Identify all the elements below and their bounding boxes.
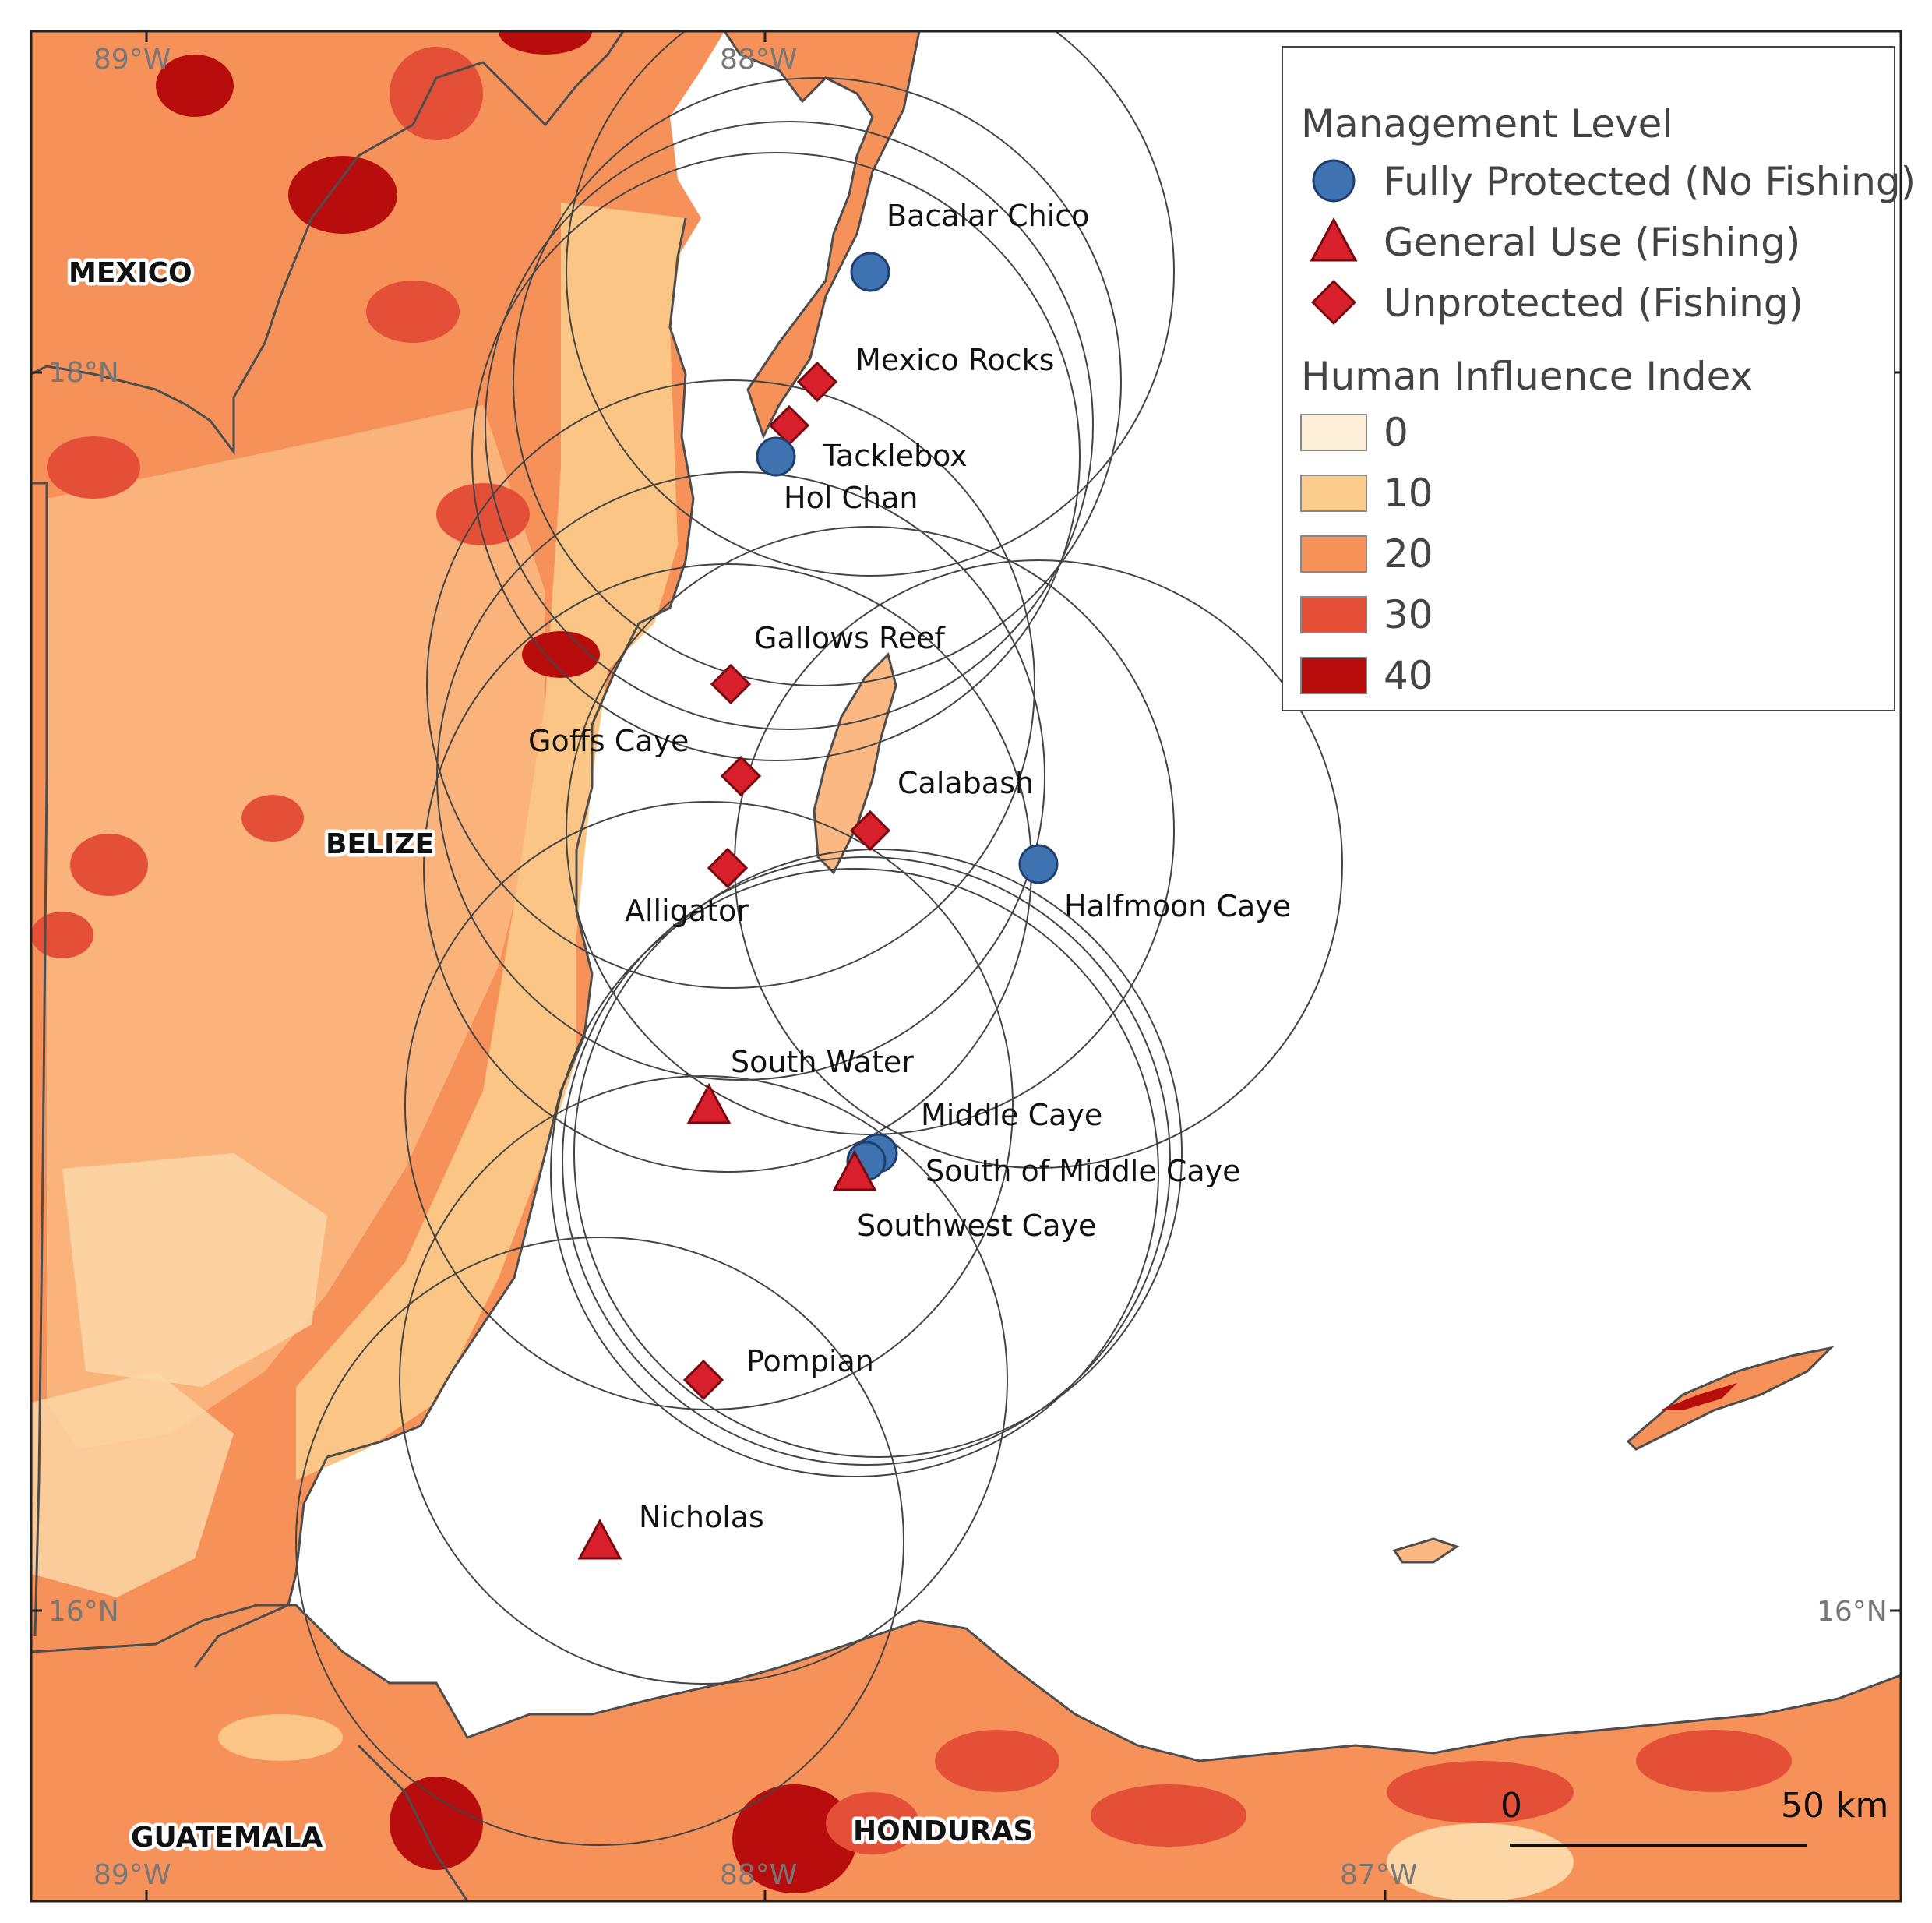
site-label-goffs-caye: Goffs Caye [528,724,689,758]
marker-pompian[interactable] [682,1359,724,1401]
marker-mexico-rocks[interactable] [796,361,838,403]
site-label-pompian: Pompian [746,1344,874,1378]
land-west [31,31,724,1901]
legend-box [1282,46,1895,711]
legend: Management Level Fully Protected (No Fis… [1282,46,1916,711]
legend-general-use-label: General Use (Fishing) [1384,220,1800,265]
legend-influence-label-20: 20 [1384,531,1433,577]
graticule-label-18n-left: 18°N [48,357,119,389]
legend-general-use-symbol [1310,217,1358,262]
site-label-tacklebox: Tacklebox [822,439,968,473]
graticule-label-88w-top: 88°W [720,44,797,76]
scale-bar-end-label: 50 km [1781,1786,1888,1826]
marker-bacalar-chico[interactable] [850,252,890,292]
site-label-southwest-caye: Southwest Caye [857,1208,1096,1243]
scale-bar: 0 50 km [1500,1786,1888,1847]
site-label-bacalar-chico: Bacalar Chico [887,199,1089,233]
marker-goffs-caye[interactable] [720,755,762,797]
country-label-mexico: MEXICO [69,257,192,289]
marker-calabash[interactable] [849,810,891,852]
site-markers [577,252,1059,1560]
site-label-halfmoon-caye: Halfmoon Caye [1064,889,1291,923]
scale-bar-start-label: 0 [1500,1786,1522,1826]
legend-influence-swatch-40 [1300,657,1367,694]
marker-nicholas[interactable] [577,1518,622,1560]
legend-influence-label-30: 30 [1384,592,1433,637]
legend-influence-swatch-30 [1300,596,1367,633]
country-label-honduras: HONDURAS [853,1815,1034,1847]
site-label-south-water: South Water [731,1045,914,1079]
legend-influence-swatch-0 [1300,414,1367,451]
graticule-label-87w-bottom: 87°W [1340,1859,1417,1891]
legend-influence-title: Human Influence Index [1301,354,1753,399]
legend-fully-protected-symbol [1312,159,1356,203]
site-label-nicholas: Nicholas [639,1500,764,1534]
legend-influence-label-0: 0 [1384,410,1408,455]
site-labels: Bacalar Chico Mexico Rocks Tacklebox Hol… [528,199,1291,1534]
marker-halfmoon-caye[interactable] [1018,844,1059,884]
marker-gallows-reef[interactable] [710,663,752,705]
legend-unprotected-label: Unprotected (Fishing) [1384,281,1803,326]
legend-influence-swatch-10 [1300,475,1367,512]
site-label-calabash: Calabash [897,766,1034,800]
site-label-alligator: Alligator [625,894,749,928]
site-label-middle-caye: Middle Caye [921,1098,1102,1132]
legend-fully-protected-label: Fully Protected (No Fishing) [1384,159,1916,204]
marker-hol-chan[interactable] [756,436,796,477]
marker-southwest-caye[interactable] [832,1149,877,1191]
marker-alligator[interactable] [707,847,749,889]
graticule-label-89w-top: 89°W [93,44,171,76]
graticule-label-89w-bottom: 89°W [93,1859,171,1891]
map-frame [30,30,1902,1903]
legend-management-title: Management Level [1301,101,1673,146]
site-label-gallows-reef: Gallows Reef [754,621,947,655]
legend-unprotected-symbol [1311,280,1356,325]
coastline [31,217,1901,1762]
country-label-belize: BELIZE [326,828,434,860]
graticule-label-16n-right: 16°N [1817,1596,1888,1628]
site-label-south-of-middle-caye: South of Middle Caye [925,1154,1241,1188]
marker-tacklebox[interactable] [768,404,810,446]
legend-influence-label-40: 40 [1384,653,1433,698]
country-label-guatemala: GUATEMALA [131,1822,323,1854]
legend-influence-label-10: 10 [1384,471,1433,516]
country-borders [31,31,625,1901]
legend-influence-swatch-20 [1300,535,1367,573]
site-label-hol-chan: Hol Chan [784,481,918,515]
site-label-mexico-rocks: Mexico Rocks [855,343,1054,377]
graticule-label-16n-left: 16°N [48,1596,119,1628]
graticule-label-88w-bottom: 88°W [720,1859,797,1891]
graticule-ticks [31,31,1901,1901]
marker-south-water[interactable] [686,1082,732,1124]
